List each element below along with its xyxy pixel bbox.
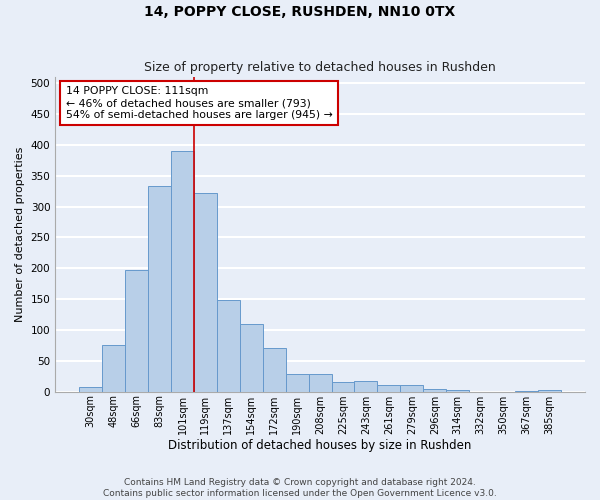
Text: Contains HM Land Registry data © Crown copyright and database right 2024.
Contai: Contains HM Land Registry data © Crown c… <box>103 478 497 498</box>
Title: Size of property relative to detached houses in Rushden: Size of property relative to detached ho… <box>144 62 496 74</box>
Bar <box>263 348 286 392</box>
Bar <box>538 390 561 392</box>
Bar <box>446 390 469 392</box>
Bar <box>79 386 102 392</box>
Bar <box>148 186 171 392</box>
Bar <box>171 151 194 392</box>
Bar <box>194 193 217 392</box>
Bar <box>240 324 263 392</box>
Bar <box>217 300 240 392</box>
Bar <box>125 270 148 392</box>
X-axis label: Distribution of detached houses by size in Rushden: Distribution of detached houses by size … <box>169 440 472 452</box>
Text: 14, POPPY CLOSE, RUSHDEN, NN10 0TX: 14, POPPY CLOSE, RUSHDEN, NN10 0TX <box>145 5 455 19</box>
Bar <box>286 374 308 392</box>
Bar <box>308 374 332 392</box>
Bar <box>400 385 423 392</box>
Bar <box>332 382 355 392</box>
Bar <box>515 391 538 392</box>
Bar <box>423 388 446 392</box>
Bar <box>355 380 377 392</box>
Y-axis label: Number of detached properties: Number of detached properties <box>15 146 25 322</box>
Bar <box>102 346 125 392</box>
Bar <box>377 386 400 392</box>
Text: 14 POPPY CLOSE: 111sqm
← 46% of detached houses are smaller (793)
54% of semi-de: 14 POPPY CLOSE: 111sqm ← 46% of detached… <box>66 86 332 120</box>
